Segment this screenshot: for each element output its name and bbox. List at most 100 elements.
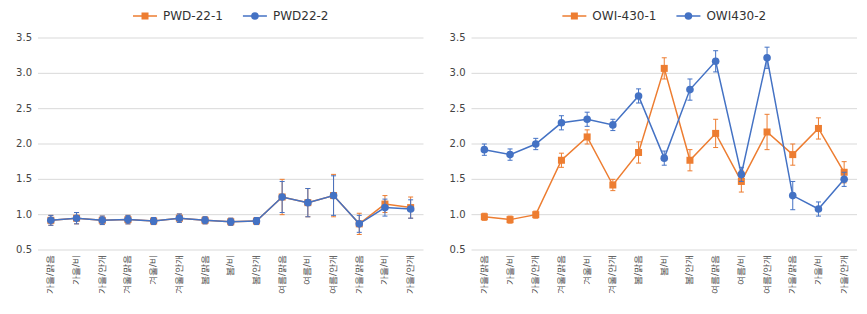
error-bar <box>636 142 641 163</box>
y-tick-label: 3.5 <box>16 32 32 43</box>
grid-line <box>38 108 424 109</box>
point-marker <box>738 171 746 179</box>
grid-line <box>38 250 424 251</box>
panel: 0.51.01.52.02.53.03.5가을/맑음가을/비가을/안개겨울/맑음… <box>450 9 857 295</box>
error-cap <box>610 190 615 191</box>
grid-line <box>472 108 858 109</box>
error-bar <box>713 119 718 147</box>
x-tick-label: 여름/비 <box>302 255 312 285</box>
point-marker <box>532 211 539 218</box>
error-cap <box>533 138 538 139</box>
error-bar <box>662 58 667 79</box>
error-cap <box>74 223 79 224</box>
error-cap <box>765 47 770 48</box>
error-cap <box>280 214 285 215</box>
point-marker <box>98 217 106 225</box>
x-tick-label: 가을/안개 <box>405 255 415 294</box>
error-cap <box>100 224 105 225</box>
error-bar <box>790 144 795 165</box>
point-marker <box>506 151 514 159</box>
grid-line <box>472 214 858 215</box>
x-tick-label: 여름/비 <box>736 255 746 285</box>
error-cap <box>687 100 692 101</box>
error-cap <box>790 181 795 182</box>
x-tick-label: 겨울/맑음 <box>556 255 566 294</box>
error-cap <box>687 170 692 171</box>
error-cap <box>74 212 79 213</box>
y-tick-label: 1.0 <box>450 209 466 220</box>
point-marker <box>330 192 338 200</box>
legend: PWD-22-1 PWD22-2 <box>133 9 328 23</box>
legend-marker <box>142 13 149 20</box>
point-marker <box>279 194 286 201</box>
error-cap <box>636 141 641 142</box>
point-marker <box>815 205 823 213</box>
x-tick-label: 겨울/안개 <box>174 255 184 294</box>
error-bar <box>765 114 770 149</box>
error-cap <box>305 216 310 217</box>
legend-marker <box>685 12 693 20</box>
legend-label: OWI-430-1 <box>592 9 656 23</box>
point-marker <box>584 133 591 140</box>
error-cap <box>177 222 182 223</box>
error-cap <box>305 188 310 189</box>
error-cap <box>305 216 310 217</box>
error-cap <box>713 119 718 120</box>
legend-item: PWD22-2 <box>243 9 329 23</box>
error-cap <box>687 78 692 79</box>
y-tick-label: 3.0 <box>450 67 466 78</box>
error-cap <box>177 222 182 223</box>
point-marker <box>712 58 720 66</box>
error-cap <box>357 213 362 214</box>
error-cap <box>280 179 285 180</box>
x-tick-label: 가을/맑음 <box>45 255 55 294</box>
error-cap <box>382 199 387 200</box>
x-tick-label: 겨울/비 <box>148 255 158 285</box>
x-tick-label: 가을/맑음 <box>479 255 489 294</box>
point-marker <box>532 140 540 148</box>
point-marker <box>481 213 488 220</box>
error-bar <box>533 211 538 218</box>
x-tick-label: 여름/안개 <box>328 255 338 294</box>
point-marker <box>330 192 337 199</box>
error-cap <box>48 225 53 226</box>
error-cap <box>585 144 590 145</box>
error-cap <box>765 149 770 150</box>
error-cap <box>559 153 564 154</box>
error-cap <box>125 223 130 224</box>
x-tick-label: 가을/안개 <box>839 255 849 294</box>
error-cap <box>357 215 362 216</box>
grid-line <box>38 144 424 145</box>
point-marker <box>150 218 157 225</box>
point-marker <box>764 128 771 135</box>
point-marker <box>176 214 184 222</box>
error-cap <box>508 148 513 149</box>
legend-label: PWD-22-1 <box>163 9 223 23</box>
error-cap <box>610 119 615 120</box>
error-bar <box>559 153 564 167</box>
series-line <box>484 58 844 209</box>
error-cap <box>382 195 387 196</box>
point-marker <box>712 130 719 137</box>
point-marker <box>201 217 209 225</box>
x-tick-label: 봄/안개 <box>251 255 261 285</box>
error-cap <box>100 224 105 225</box>
error-cap <box>662 57 667 58</box>
point-marker <box>583 115 591 123</box>
point-marker <box>840 176 848 184</box>
grid-line <box>38 38 424 39</box>
error-cap <box>585 126 590 127</box>
x-tick-label: 봄/안개 <box>684 255 694 285</box>
legend: OWI-430-1OWI430-2 <box>562 9 766 23</box>
error-bar <box>482 213 487 220</box>
error-cap <box>816 117 821 118</box>
error-cap <box>816 201 821 202</box>
x-tick-label: 가을/비 <box>379 255 389 285</box>
error-cap <box>482 155 487 156</box>
error-cap <box>662 151 667 152</box>
grid-line <box>472 38 858 39</box>
error-cap <box>280 212 285 213</box>
error-cap <box>100 216 105 217</box>
x-tick-label: 겨울/비 <box>582 255 592 285</box>
error-cap <box>585 129 590 130</box>
